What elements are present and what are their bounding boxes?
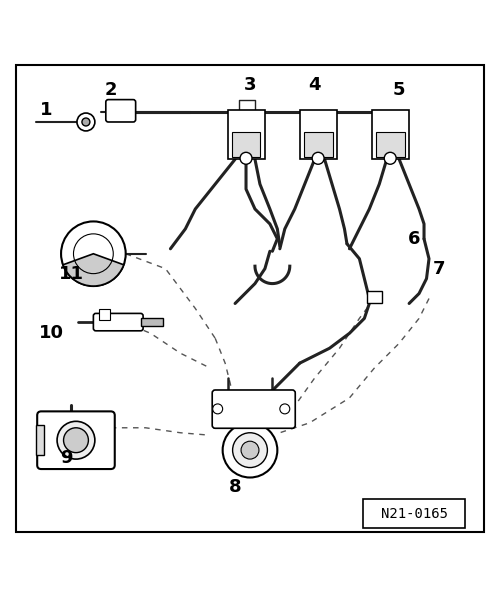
Circle shape <box>241 441 259 459</box>
Circle shape <box>212 404 222 414</box>
Circle shape <box>384 152 396 164</box>
Bar <box>36 425 44 455</box>
Text: 1: 1 <box>40 100 52 119</box>
Text: 7: 7 <box>432 260 445 278</box>
FancyBboxPatch shape <box>106 100 136 122</box>
FancyBboxPatch shape <box>94 313 143 331</box>
Circle shape <box>240 152 252 164</box>
Circle shape <box>232 433 268 467</box>
Wedge shape <box>63 254 124 286</box>
Circle shape <box>82 118 90 126</box>
Bar <box>140 318 163 326</box>
Circle shape <box>222 423 278 478</box>
Bar <box>372 110 409 159</box>
Circle shape <box>312 152 324 164</box>
Bar <box>367 291 382 303</box>
Text: 2: 2 <box>104 81 117 99</box>
Bar <box>100 309 110 320</box>
Circle shape <box>64 428 88 453</box>
Text: 9: 9 <box>60 448 72 467</box>
Bar <box>232 132 260 157</box>
Circle shape <box>61 221 126 286</box>
FancyBboxPatch shape <box>364 499 465 528</box>
FancyBboxPatch shape <box>212 390 295 428</box>
Bar <box>228 110 265 159</box>
Text: 11: 11 <box>58 264 84 282</box>
Text: 5: 5 <box>393 81 406 99</box>
Text: 8: 8 <box>229 478 241 497</box>
Circle shape <box>57 421 95 459</box>
Bar <box>304 132 332 157</box>
Text: 10: 10 <box>38 324 64 342</box>
Bar <box>376 132 404 157</box>
Text: 4: 4 <box>308 76 321 94</box>
Text: 6: 6 <box>408 230 420 248</box>
Bar <box>300 110 337 159</box>
Circle shape <box>77 113 95 131</box>
FancyBboxPatch shape <box>37 411 115 469</box>
Text: 3: 3 <box>244 76 256 94</box>
Circle shape <box>280 404 290 414</box>
Text: N21-0165: N21-0165 <box>380 507 448 521</box>
